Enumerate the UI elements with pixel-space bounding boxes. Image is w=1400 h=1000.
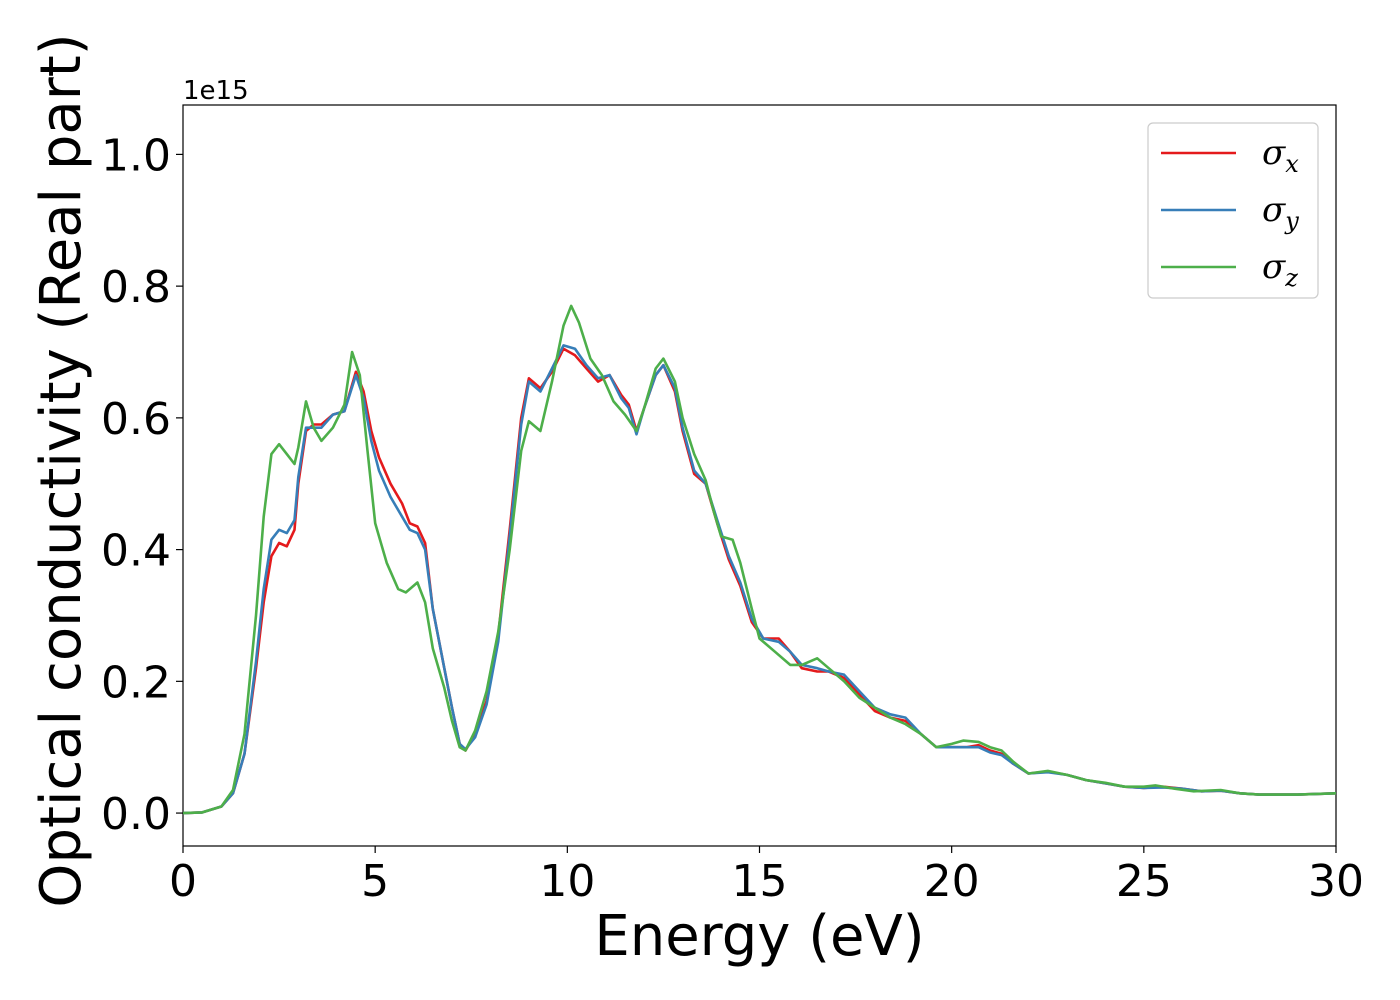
x-tick-label: 30 bbox=[1308, 856, 1364, 907]
x-tick-label: 20 bbox=[924, 856, 980, 907]
x-tick-label: 5 bbox=[361, 856, 389, 907]
y-tick-label: 0.2 bbox=[101, 657, 171, 708]
legend-label-y: σy bbox=[1262, 190, 1299, 235]
legend: σx σy σz bbox=[1147, 122, 1319, 299]
x-tick-label: 25 bbox=[1116, 856, 1172, 907]
series-line-y bbox=[183, 344, 1336, 815]
y-axis-title: Optical conductivity (Real part) bbox=[29, 33, 94, 907]
y-tick-label: 0.0 bbox=[101, 789, 171, 840]
legend-label-x: σx bbox=[1262, 133, 1299, 178]
series-line-x bbox=[183, 347, 1336, 815]
x-tick-label: 0 bbox=[169, 856, 197, 907]
series-layer bbox=[183, 304, 1336, 815]
x-axis-ticks: 0 5 10 15 20 25 30 bbox=[169, 846, 1364, 907]
series-line-z bbox=[183, 304, 1336, 815]
legend-label-z: σz bbox=[1262, 247, 1298, 292]
y-offset-label: 1e15 bbox=[183, 76, 249, 106]
x-tick-label: 15 bbox=[732, 856, 788, 907]
y-tick-label: 0.8 bbox=[101, 262, 171, 313]
y-tick-label: 0.6 bbox=[101, 394, 171, 445]
y-axis-ticks: 0.0 0.2 0.4 0.6 0.8 1.0 bbox=[101, 130, 183, 840]
x-axis-title: Energy (eV) bbox=[594, 904, 924, 969]
y-tick-label: 0.4 bbox=[101, 526, 171, 577]
y-tick-label: 1.0 bbox=[101, 130, 171, 181]
x-tick-label: 10 bbox=[539, 856, 595, 907]
